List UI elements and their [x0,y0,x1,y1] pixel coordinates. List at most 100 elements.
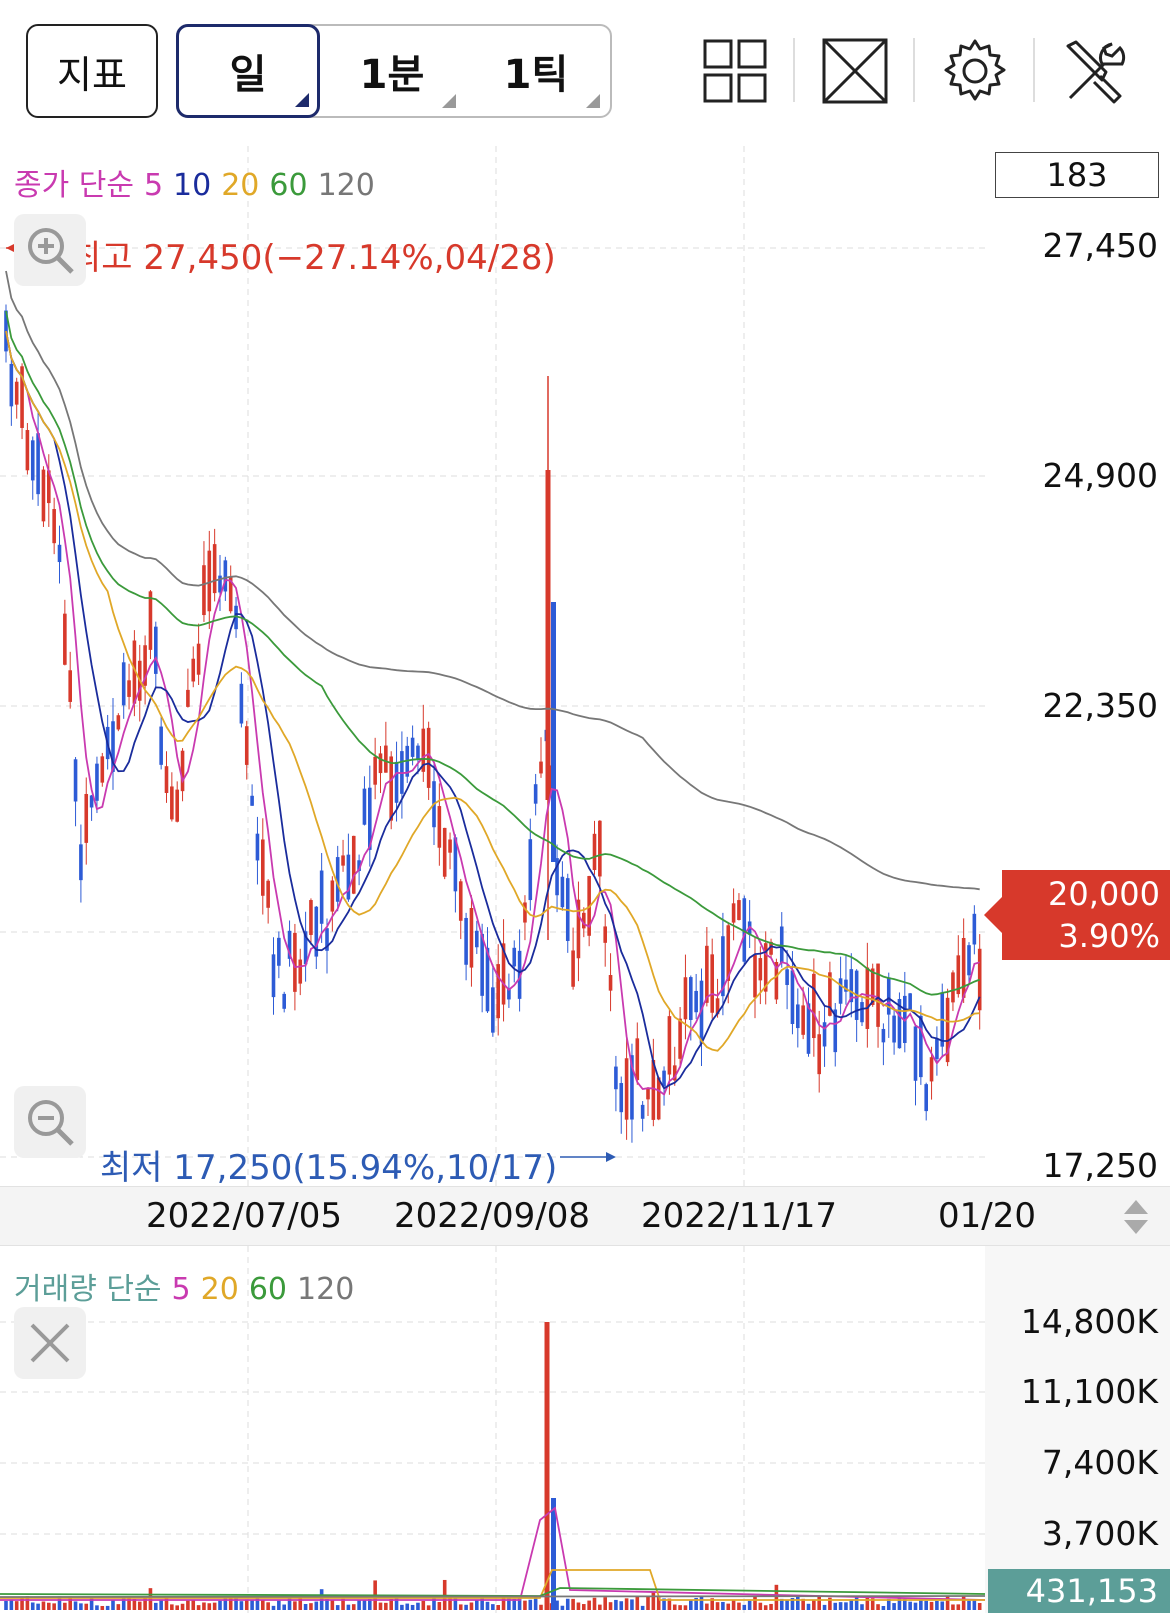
volume-bar [576,1602,581,1610]
volume-bar [57,1596,62,1610]
fullscreen-icon[interactable] [820,36,890,106]
volume-bar [378,1602,383,1610]
dropdown-corner-icon [295,93,309,107]
volume-bar [822,1604,827,1610]
candle-body [763,943,768,992]
toolbar-divider [793,38,795,102]
volume-bar [464,1604,468,1610]
candle-body [662,1070,666,1087]
volume-bar [828,1597,832,1610]
volume-bar [410,1604,415,1610]
candle-body [551,602,556,862]
candle-body [228,576,233,612]
candle-body [849,969,854,1003]
candle-body [672,1065,677,1081]
candle-body [186,689,190,707]
candle-body [758,958,763,981]
legend-title: 거래량 단순 [14,1272,162,1307]
candle-body [956,955,961,995]
candle-body [908,993,912,1010]
candle-body [689,977,693,1020]
candle-body [389,756,393,821]
candle-body [132,640,137,704]
volume-bar [774,1584,779,1610]
chart-toolbar: 지표 일 1분 1틱 [0,0,1170,146]
candle-body [924,1084,928,1112]
y-tick-label: 17,250 [1042,1146,1158,1185]
current-price-badge: 20,000 3.90% [984,870,1170,960]
current-volume-badge: 431,153 [988,1569,1170,1613]
volume-plot[interactable] [0,1246,985,1613]
scroll-arrows-icon[interactable] [1118,1194,1154,1240]
volume-bar [207,1603,212,1610]
period-1min-button[interactable]: 1분 [320,26,464,116]
candle-body [394,761,399,803]
volume-bar [137,1601,142,1610]
volume-bar [796,1596,800,1610]
volume-average-line [0,1569,985,1601]
volume-bar [876,1604,880,1610]
price-legend[interactable]: 종가 단순 5 10 20 60 120 [14,160,385,204]
volume-bar [437,1602,442,1610]
candle-body [710,954,714,1013]
volume-bar [608,1602,613,1610]
candle-body [143,645,147,686]
volume-bar [731,1600,736,1610]
y-tick-label: 24,900 [1042,456,1158,495]
candle-body [277,937,281,966]
candle-body [528,839,533,901]
tools-icon[interactable] [1060,36,1130,106]
volume-bar [935,1600,939,1610]
volume-bar [501,1596,506,1610]
volume-bar [73,1601,78,1610]
candle-count[interactable]: 183 [995,152,1159,198]
candle-body [341,855,345,866]
candle-body [796,1004,800,1029]
volume-legend[interactable]: 거래량 단순 5 20 60 120 [14,1264,364,1308]
period-daily-button[interactable]: 일 [176,24,320,118]
candle-body [20,366,24,428]
volume-bar [63,1602,67,1610]
candle-body [442,827,447,877]
candle-body [635,1038,640,1081]
volume-bar [699,1596,704,1610]
zoom-out-button[interactable] [14,1086,86,1158]
volume-bar [539,1604,543,1610]
volume-bar [646,1596,650,1610]
period-1tick-button[interactable]: 1틱 [464,26,608,116]
grid-lines [0,146,985,1613]
candle-body [175,789,179,822]
volume-bar [656,1596,661,1610]
period-label: 1틱 [503,52,569,98]
volume-bar [683,1605,688,1610]
price-axis [985,146,1170,1186]
date-axis[interactable] [0,1186,1170,1246]
candle-body [212,544,217,594]
volume-bar [672,1604,677,1610]
candle-body [475,930,479,948]
volume-bar [678,1605,682,1610]
volume-bar [212,1602,217,1610]
volume-bar [362,1600,367,1610]
layout-grid-icon[interactable] [700,36,770,106]
zoom-in-button[interactable] [14,214,86,286]
volume-bar [100,1605,105,1610]
volume-bar [897,1597,902,1610]
candle-body [603,926,607,943]
candle-body [14,381,19,405]
legend-vma60: 60 [248,1272,288,1307]
volume-bar [453,1597,458,1610]
volume-bar [812,1599,816,1610]
gear-icon[interactable] [940,36,1010,106]
candle-body [319,870,324,924]
candle-body [897,998,902,1049]
volume-bar [651,1591,656,1610]
candle-body [469,908,474,968]
close-volume-button[interactable] [14,1307,86,1379]
volume-bar [89,1597,94,1610]
volume-bar [239,1601,244,1610]
indicator-button[interactable]: 지표 [26,24,158,118]
candle-body [4,310,8,352]
volume-bar [560,1605,565,1610]
candle-body [357,860,361,872]
